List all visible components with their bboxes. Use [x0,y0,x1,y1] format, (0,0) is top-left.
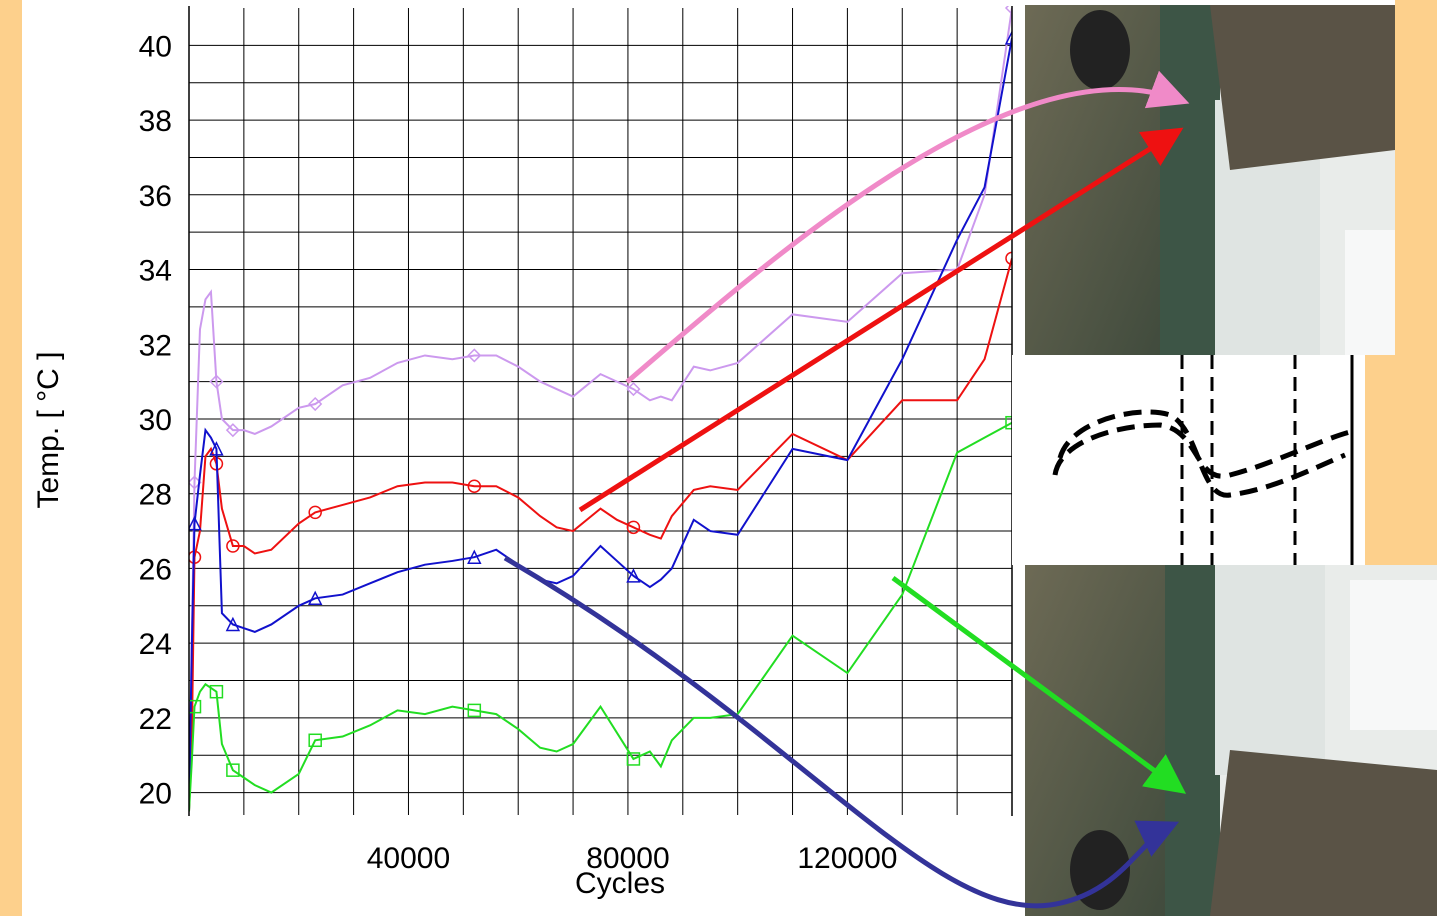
marker [626,520,641,535]
marker [1005,415,1012,430]
marker [225,423,240,438]
marker [307,590,323,606]
y-tick-label: 32 [139,329,172,362]
y-tick-label: 40 [139,30,172,63]
marker [467,549,482,564]
x-tick-label: 40000 [367,842,450,875]
y-axis-title: Temp. [ °C ] [32,351,65,508]
marker [308,733,322,748]
marker [626,568,641,583]
y-tick-label: 26 [139,553,172,586]
x-tick-label: 120000 [797,842,897,875]
y-tick-label: 34 [139,255,172,288]
photo-bottom [1025,565,1437,916]
marker [225,616,241,632]
diagram [1012,355,1437,565]
marker [308,396,323,412]
marker [467,348,482,363]
marker [467,479,482,493]
marker [308,505,322,520]
y-tick-label: 30 [139,404,172,437]
marker [209,374,224,389]
marker [189,699,202,714]
marker [467,703,482,718]
y-tick-label: 24 [139,628,172,661]
y-tick-label: 22 [139,703,172,736]
y-tick-label: 28 [139,479,172,512]
y-tick-label: 20 [139,778,172,811]
tick-labels: 40000 80000 120000 20 22 24 26 28 30 32 34 36 38 40 [139,30,898,875]
marker [626,752,641,766]
marker [1005,251,1012,266]
grid [189,8,1012,815]
marker [626,382,641,397]
marker [1004,30,1012,45]
photo-top [1025,5,1395,355]
x-tick-label: 80000 [586,842,669,875]
series-line [189,421,1012,812]
y-tick-label: 38 [139,105,172,138]
marker [209,684,224,699]
marker [226,539,240,553]
x-axis-title: Cycles [575,867,665,900]
marker [226,763,240,777]
marker [189,515,202,531]
arrows [503,70,1190,909]
series-line [189,7,1012,812]
marker [209,441,224,456]
series-line [189,258,1012,812]
plot-area [189,6,1012,812]
series-line [189,37,1012,812]
y-tick-label: 36 [139,180,172,213]
side-band [0,0,22,916]
